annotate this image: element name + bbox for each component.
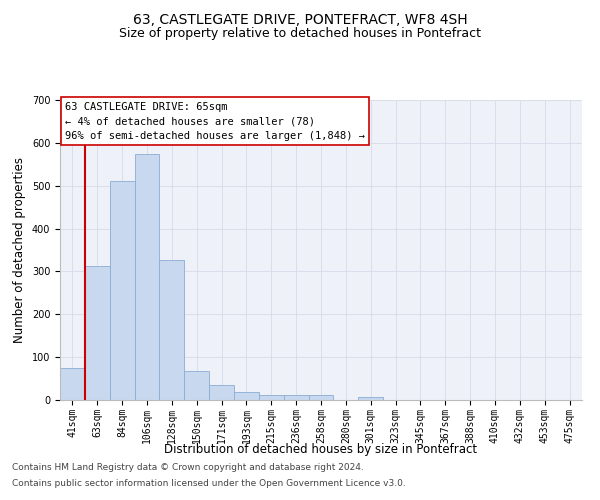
Bar	[160, 260, 184, 400]
Text: Contains public sector information licensed under the Open Government Licence v3: Contains public sector information licen…	[12, 478, 406, 488]
Bar	[358, 396, 383, 400]
Bar	[209, 385, 234, 400]
Bar	[308, 396, 334, 400]
Y-axis label: Number of detached properties: Number of detached properties	[13, 157, 26, 343]
Bar	[284, 396, 308, 400]
Text: Distribution of detached houses by size in Pontefract: Distribution of detached houses by size …	[164, 442, 478, 456]
Text: 63, CASTLEGATE DRIVE, PONTEFRACT, WF8 4SH: 63, CASTLEGATE DRIVE, PONTEFRACT, WF8 4S…	[133, 12, 467, 26]
Bar	[134, 154, 160, 400]
Text: Size of property relative to detached houses in Pontefract: Size of property relative to detached ho…	[119, 28, 481, 40]
Bar	[60, 368, 85, 400]
Bar	[85, 266, 110, 400]
Bar	[184, 371, 209, 400]
Text: 63 CASTLEGATE DRIVE: 65sqm
← 4% of detached houses are smaller (78)
96% of semi-: 63 CASTLEGATE DRIVE: 65sqm ← 4% of detac…	[65, 102, 365, 141]
Bar	[234, 392, 259, 400]
Bar	[110, 182, 134, 400]
Bar	[259, 395, 284, 400]
Text: Contains HM Land Registry data © Crown copyright and database right 2024.: Contains HM Land Registry data © Crown c…	[12, 464, 364, 472]
